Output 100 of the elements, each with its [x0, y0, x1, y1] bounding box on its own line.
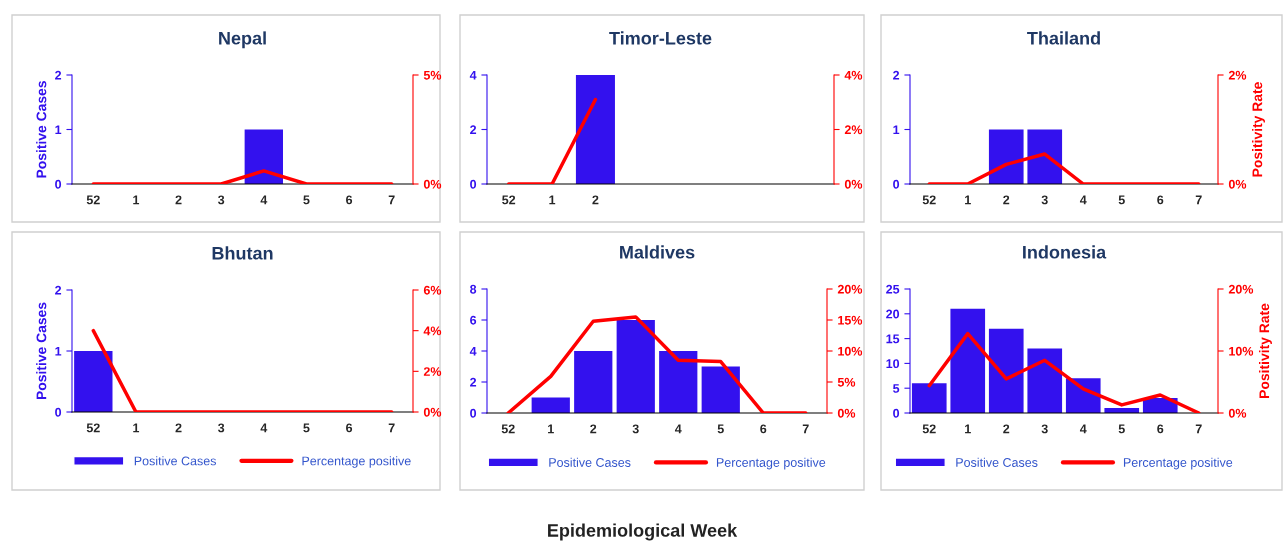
- x-tick-label: 2: [175, 195, 182, 205]
- legend-label: Positive Cases: [956, 457, 1038, 467]
- x-tick-label: 52: [502, 195, 516, 205]
- x-tick-label: 4: [674, 424, 682, 434]
- y-tick-label: 2: [470, 125, 477, 135]
- x-tick-label: 1: [549, 195, 556, 205]
- x-tick-label: 5: [1118, 195, 1125, 205]
- x-tick-label: 4: [260, 195, 268, 205]
- y-tick-label: 2: [55, 285, 62, 295]
- y-tick-label: 25: [886, 284, 900, 294]
- y2-tick-label: 0%: [423, 407, 442, 417]
- x-tick-label: 6: [760, 424, 767, 434]
- legend-label: Percentage positive: [1123, 457, 1233, 470]
- x-tick-label: 3: [1041, 195, 1048, 205]
- x-tick-label: 2: [590, 424, 597, 434]
- y2-tick-label: 2%: [1228, 70, 1247, 80]
- x-tick-label: 4: [1079, 195, 1087, 205]
- bar: [659, 351, 698, 413]
- x-tick-label: 3: [218, 195, 225, 205]
- bar: [701, 366, 740, 413]
- x-tick-label: 7: [1195, 195, 1202, 205]
- y-tick-label: 8: [470, 284, 477, 294]
- y2-tick-label: 10%: [1229, 346, 1254, 356]
- bar: [1027, 348, 1063, 413]
- legend-label: Percentage positive: [716, 457, 826, 470]
- x-tick-label: 52: [86, 195, 100, 205]
- x-tick-label: 7: [1195, 424, 1202, 434]
- y2-axis-title: Positivity Rate: [1258, 303, 1272, 398]
- y-tick-label: 5: [893, 384, 900, 393]
- y-tick-label: 2: [893, 70, 900, 80]
- y2-tick-label: 10%: [838, 346, 863, 356]
- x-tick-label: 5: [303, 195, 310, 205]
- x-tick-label: 6: [1157, 195, 1164, 205]
- x-tick-label: 3: [1041, 424, 1048, 434]
- y-tick-label: 10: [886, 359, 900, 369]
- legend-label: Positive Cases: [134, 456, 216, 466]
- y2-tick-label: 2%: [844, 125, 863, 135]
- y2-tick-label: 6%: [423, 285, 442, 295]
- x-tick-label: 7: [802, 424, 809, 434]
- y-tick-label: 0: [55, 179, 62, 189]
- x-tick-label: 3: [632, 424, 639, 434]
- chart-title: Bhutan: [212, 246, 273, 260]
- y-tick-label: 1: [55, 125, 62, 135]
- chart-title: Indonesia: [1023, 245, 1107, 259]
- y-tick-label: 0: [470, 179, 477, 189]
- x-tick-label: 4: [260, 423, 268, 433]
- x-tick-label: 2: [1003, 195, 1010, 205]
- y-tick-label: 15: [886, 334, 900, 344]
- y-tick-label: 4: [469, 70, 477, 80]
- y2-tick-label: 0%: [423, 179, 442, 189]
- x-tick-label: 5: [1118, 424, 1125, 434]
- x-tick-label: 6: [1157, 424, 1164, 434]
- x-tick-label: 6: [346, 195, 353, 205]
- bar: [531, 397, 570, 413]
- bar: [950, 308, 986, 413]
- legend-label: Positive Cases: [549, 457, 631, 467]
- x-tick-label: 1: [133, 423, 140, 433]
- y2-tick-label: 0%: [1228, 179, 1247, 189]
- x-tick-label: 3: [218, 423, 225, 433]
- y-axis-title: Positive Cases: [36, 81, 47, 178]
- y-tick-label: 0: [893, 179, 900, 189]
- y2-tick-label: 2%: [423, 367, 442, 376]
- chart-title: Nepal: [219, 31, 266, 49]
- y-tick-label: 2: [55, 70, 62, 80]
- x-tick-label: 7: [388, 423, 395, 433]
- bar: [574, 351, 613, 413]
- x-tick-label: 2: [175, 423, 182, 433]
- chart-title: Timor-Leste: [609, 31, 712, 45]
- x-tick-label: 1: [965, 195, 971, 205]
- line-series: [506, 315, 808, 413]
- y2-tick-label: 0%: [837, 408, 856, 418]
- x-tick-label: 2: [1003, 424, 1010, 434]
- x-tick-label: 52: [501, 424, 515, 434]
- legend-label: Percentage positive: [302, 456, 411, 468]
- y-tick-label: 1: [55, 346, 62, 356]
- y2-tick-label: 5%: [423, 70, 442, 80]
- y2-tick-label: 0%: [844, 179, 863, 189]
- y-tick-label: 0: [55, 407, 62, 417]
- x-tick-label: 5: [717, 424, 724, 434]
- y-tick-label: 0: [470, 408, 477, 418]
- y-tick-label: 0: [893, 408, 900, 418]
- x-tick-label: 2: [592, 195, 599, 205]
- y-tick-label: 6: [470, 315, 477, 325]
- y2-tick-label: 5%: [837, 377, 856, 387]
- chart-title: Maldives: [620, 245, 695, 259]
- line-series: [927, 331, 1201, 413]
- y2-tick-label: 0%: [1228, 408, 1247, 418]
- x-tick-label: 1: [133, 195, 140, 205]
- y-axis-title: Positive Cases: [36, 302, 47, 400]
- y-tick-label: 4: [469, 346, 477, 356]
- y2-axis-title: Positivity Rate: [1252, 82, 1265, 177]
- x-tick-label: 5: [303, 423, 310, 433]
- y2-tick-label: 4%: [423, 326, 442, 336]
- x-tick-label: 7: [388, 195, 395, 205]
- y2-tick-label: 4%: [844, 70, 863, 80]
- bar: [616, 320, 655, 413]
- y-tick-label: 20: [886, 309, 900, 319]
- x-tick-label: 4: [1079, 424, 1087, 434]
- y2-tick-label: 20%: [1228, 284, 1254, 294]
- chart-title: Thailand: [1027, 31, 1100, 45]
